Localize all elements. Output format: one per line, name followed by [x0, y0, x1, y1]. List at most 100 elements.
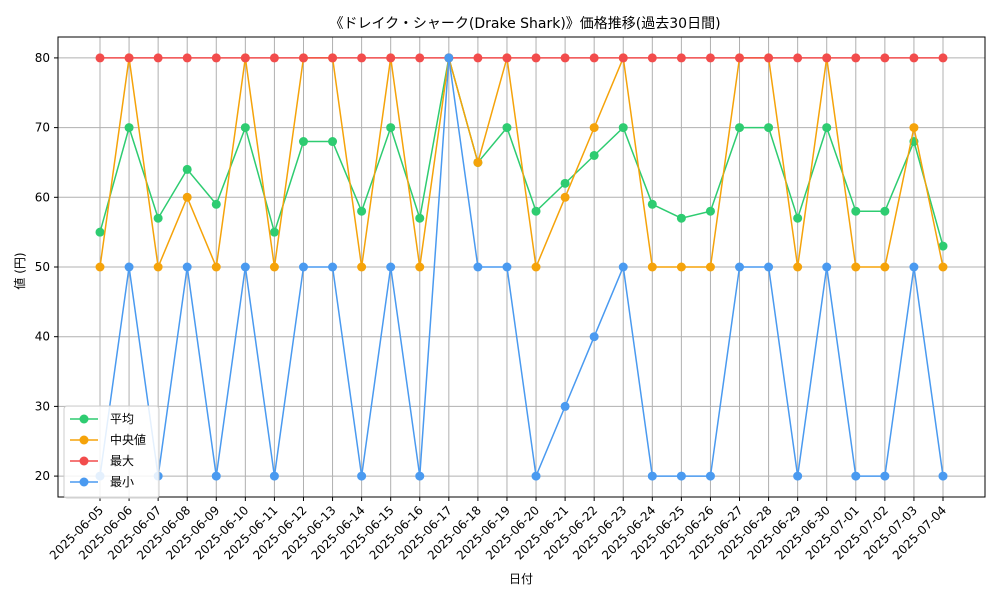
data-point: [793, 53, 803, 63]
data-point: [851, 53, 861, 63]
data-point: [822, 123, 832, 133]
data-point: [531, 206, 541, 216]
data-point: [182, 192, 192, 202]
y-tick-label: 60: [35, 190, 50, 204]
data-point: [560, 53, 570, 63]
series-group: [95, 53, 948, 63]
y-tick-label: 70: [35, 121, 50, 135]
data-point: [357, 206, 367, 216]
series-layer: [95, 53, 948, 481]
data-point: [705, 206, 715, 216]
data-point: [880, 471, 890, 481]
data-point: [357, 471, 367, 481]
data-point: [880, 262, 890, 272]
data-point: [269, 262, 279, 272]
data-point: [560, 192, 570, 202]
data-point: [386, 53, 396, 63]
y-axis-ticks: 20 30 40 50 60 70 80: [35, 51, 58, 483]
data-point: [822, 53, 832, 63]
legend-label: 最小: [110, 475, 134, 489]
legend-marker: [79, 435, 89, 445]
series-line: [99, 57, 944, 247]
data-point: [153, 53, 163, 63]
data-point: [182, 53, 192, 63]
data-point: [822, 262, 832, 272]
data-point: [211, 471, 221, 481]
data-point: [793, 213, 803, 223]
data-point: [415, 53, 425, 63]
y-tick-label: 20: [35, 469, 50, 483]
data-point: [328, 137, 338, 147]
data-point: [269, 53, 279, 63]
data-point: [647, 262, 657, 272]
data-point: [211, 262, 221, 272]
data-point: [618, 53, 628, 63]
data-point: [647, 53, 657, 63]
data-point: [415, 213, 425, 223]
data-point: [851, 262, 861, 272]
legend-label: 最大: [110, 454, 134, 468]
data-point: [560, 178, 570, 188]
x-axis-title: 日付: [509, 572, 533, 586]
data-point: [531, 53, 541, 63]
data-point: [502, 262, 512, 272]
grid: [58, 37, 985, 497]
data-point: [124, 262, 134, 272]
data-point: [269, 471, 279, 481]
data-point: [705, 53, 715, 63]
data-point: [851, 471, 861, 481]
data-point: [735, 262, 745, 272]
data-point: [182, 262, 192, 272]
data-point: [589, 53, 599, 63]
data-point: [124, 123, 134, 133]
legend-marker: [79, 477, 89, 487]
data-point: [676, 262, 686, 272]
series-group: [95, 53, 948, 251]
data-point: [938, 471, 948, 481]
data-point: [589, 123, 599, 133]
data-point: [618, 123, 628, 133]
data-point: [298, 137, 308, 147]
data-point: [298, 53, 308, 63]
data-point: [531, 262, 541, 272]
data-point: [880, 206, 890, 216]
data-point: [240, 262, 250, 272]
data-point: [531, 471, 541, 481]
data-point: [589, 332, 599, 342]
data-point: [240, 123, 250, 133]
data-point: [182, 164, 192, 174]
data-point: [676, 471, 686, 481]
data-point: [444, 53, 454, 63]
data-point: [386, 262, 396, 272]
y-tick-label: 40: [35, 330, 50, 344]
data-point: [357, 262, 367, 272]
data-point: [502, 53, 512, 63]
data-point: [95, 262, 105, 272]
data-point: [153, 262, 163, 272]
data-point: [793, 262, 803, 272]
data-point: [735, 123, 745, 133]
data-point: [211, 53, 221, 63]
data-point: [473, 262, 483, 272]
data-point: [647, 471, 657, 481]
data-point: [153, 213, 163, 223]
data-point: [618, 262, 628, 272]
data-point: [938, 262, 948, 272]
series-line: [99, 57, 944, 479]
data-point: [95, 53, 105, 63]
plot-frame: [57, 36, 986, 498]
data-point: [647, 199, 657, 209]
data-point: [386, 123, 396, 133]
data-point: [124, 53, 134, 63]
data-point: [95, 227, 105, 237]
data-point: [502, 123, 512, 133]
data-point: [298, 262, 308, 272]
data-point: [705, 262, 715, 272]
data-point: [735, 53, 745, 63]
data-point: [909, 262, 919, 272]
data-point: [560, 401, 570, 411]
data-point: [938, 241, 948, 251]
data-point: [473, 157, 483, 167]
